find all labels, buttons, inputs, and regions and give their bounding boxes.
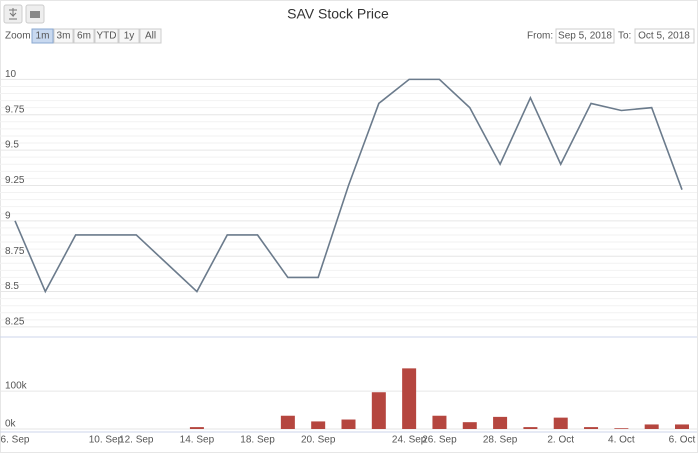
volume-bar: [493, 416, 508, 429]
from-input[interactable]: [555, 28, 615, 44]
volume-bar: [553, 417, 568, 429]
volume-bar: [584, 427, 599, 429]
x-tick-label: 24. Sep: [392, 435, 427, 446]
zoom-button-label: All: [145, 31, 156, 42]
volume-bar: [432, 415, 447, 429]
to-label: To:: [618, 31, 631, 42]
x-tick-label: 26. Sep: [422, 435, 457, 446]
from-value: Sep 5, 2018: [558, 31, 612, 42]
zoom-button[interactable]: [118, 28, 140, 44]
print-glyph: [30, 11, 40, 18]
zoom-label: Zoom: [5, 31, 31, 42]
volume-bar: [614, 428, 629, 429]
volume-bar: [341, 419, 356, 429]
x-tick-label: 18. Sep: [240, 435, 275, 446]
y-tick-label: 9.5: [5, 140, 19, 151]
y-tick-label: 8.75: [5, 246, 25, 257]
x-tick-label: 10. Sep: [89, 435, 124, 446]
download-glyph: [9, 8, 17, 20]
zoom-button[interactable]: [139, 28, 162, 44]
zoom-button[interactable]: [73, 28, 95, 44]
zoom-button-label: 1y: [124, 31, 135, 42]
zoom-button-label: YTD: [97, 31, 117, 42]
chart-title: SAV Stock Price: [287, 6, 389, 22]
zoom-button[interactable]: [31, 28, 54, 44]
volume-bar: [675, 424, 689, 429]
zoom-button[interactable]: [94, 28, 119, 44]
x-tick-label: 28. Sep: [483, 435, 518, 446]
y-tick-label: 10: [5, 69, 17, 80]
from-label: From:: [527, 31, 553, 42]
zoom-button-label: 1m: [36, 31, 50, 42]
x-tick-label: 20. Sep: [301, 435, 336, 446]
x-tick-label: 12. Sep: [119, 435, 154, 446]
x-tick-label: 14. Sep: [180, 435, 215, 446]
y-tick-label: 0k: [5, 419, 17, 430]
y-tick-label: 9.25: [5, 175, 25, 186]
x-tick-label: 4. Oct: [608, 435, 635, 446]
y-tick-label: 9: [5, 210, 11, 221]
to-value: Oct 5, 2018: [638, 31, 690, 42]
x-tick-label: 6. Oct: [669, 435, 696, 446]
volume-bar: [523, 427, 538, 429]
y-tick-label: 8.25: [5, 317, 25, 328]
volume-bar: [311, 421, 326, 429]
volume-bar: [644, 424, 659, 429]
y-tick-label: 8.5: [5, 281, 19, 292]
zoom-button[interactable]: [53, 28, 74, 44]
volume-bar: [371, 392, 386, 429]
zoom-button-label: 6m: [77, 31, 91, 42]
x-tick-label: 6. Sep: [1, 435, 30, 446]
volume-bar: [462, 422, 477, 429]
zoom-button-label: 3m: [57, 31, 71, 42]
volume-bar: [402, 368, 417, 429]
y-tick-label: 9.75: [5, 104, 25, 115]
volume-bar: [189, 427, 204, 429]
volume-bar: [280, 415, 295, 429]
price-line: [14, 78, 683, 294]
x-tick-label: 2. Oct: [547, 435, 574, 446]
to-input[interactable]: [634, 28, 695, 44]
y-tick-label: 100k: [5, 381, 28, 392]
